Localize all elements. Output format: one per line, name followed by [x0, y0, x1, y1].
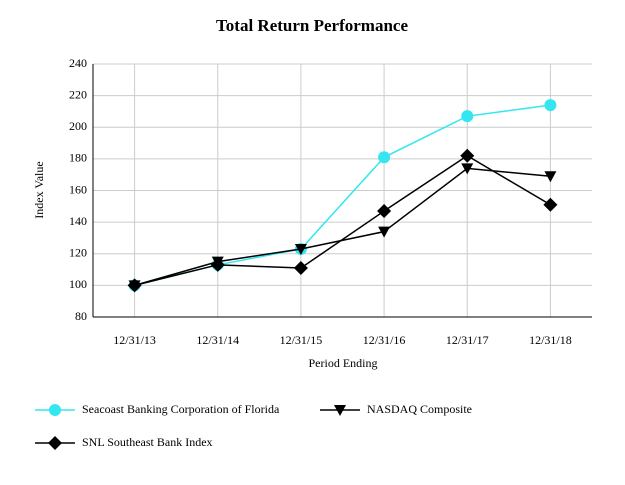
marker [127, 278, 142, 293]
series-line [134, 104, 551, 287]
marker [460, 148, 475, 163]
x-tick-label: 12/31/15 [280, 333, 323, 347]
marker [49, 404, 61, 416]
x-tick-label: 12/31/16 [363, 333, 406, 347]
legend-label: NASDAQ Composite [367, 402, 472, 416]
y-tick-label: 200 [69, 119, 87, 133]
series-line [134, 154, 551, 287]
y-axis-label: Index Value [32, 161, 46, 218]
x-tick-label: 12/31/13 [113, 333, 156, 347]
y-tick-label: 100 [69, 277, 87, 291]
x-axis-label: Period Ending [309, 356, 378, 370]
chart-title: Total Return Performance [216, 16, 408, 35]
legend-label: SNL Southeast Bank Index [82, 435, 213, 449]
x-tick-label: 12/31/14 [196, 333, 239, 347]
y-tick-label: 180 [69, 151, 87, 165]
marker [544, 99, 557, 112]
y-tick-label: 120 [69, 246, 87, 260]
y-tick-label: 140 [69, 214, 87, 228]
marker [543, 197, 558, 212]
marker [48, 436, 62, 450]
marker [334, 405, 346, 416]
marker [461, 163, 474, 175]
x-tick-label: 12/31/17 [446, 333, 489, 347]
marker [294, 244, 307, 256]
y-tick-label: 240 [69, 56, 87, 70]
series-line [134, 167, 551, 287]
marker [210, 257, 225, 272]
marker [378, 151, 391, 164]
y-tick-label: 80 [75, 309, 87, 323]
x-tick-label: 12/31/18 [529, 333, 572, 347]
marker [378, 226, 391, 238]
marker [293, 260, 308, 275]
legend-label: Seacoast Banking Corporation of Florida [82, 402, 280, 416]
y-tick-label: 220 [69, 87, 87, 101]
marker [461, 110, 474, 123]
marker [544, 171, 557, 183]
y-tick-label: 160 [69, 182, 87, 196]
marker [377, 204, 392, 219]
